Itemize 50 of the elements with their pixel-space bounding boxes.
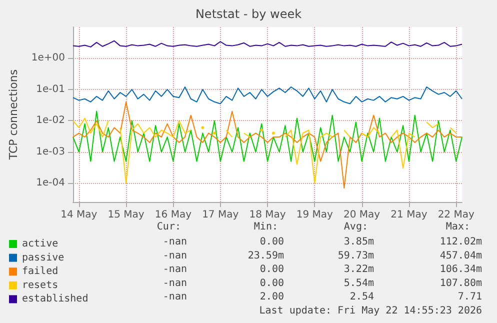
text: -nan — [162, 236, 187, 248]
line-series — [72, 101, 462, 189]
x-tick-label: 19 May — [296, 210, 334, 220]
text: -nan — [162, 278, 187, 289]
text: 0.00 — [260, 278, 284, 289]
text: 0.00 — [260, 264, 284, 276]
text: 3.22m — [344, 264, 374, 276]
x-tick-label: 15 May — [108, 210, 144, 220]
text: Last update: Fri May 22 14:55:23 2026 — [259, 306, 482, 316]
text: 457.04m — [440, 250, 482, 262]
x-tick-label: 18 May — [249, 210, 286, 220]
text: 106.34m — [440, 264, 482, 276]
y-tick-label: 1e+00 — [31, 52, 65, 64]
legend-label: failed — [22, 266, 58, 278]
text: -nan — [162, 292, 187, 303]
text: Avg: — [344, 222, 368, 232]
text: -nan — [162, 250, 187, 262]
legend-label: resets — [22, 280, 58, 291]
text: 5.54m — [344, 278, 374, 289]
text: 107.80m — [440, 278, 482, 289]
text: 0.00 — [260, 236, 284, 248]
text: Cur: — [156, 222, 181, 232]
text: 2.54 — [350, 292, 374, 303]
line-series — [72, 86, 462, 104]
line-series — [72, 40, 462, 48]
text: 7.71 — [458, 292, 482, 303]
text: 112.02m — [440, 236, 482, 248]
chart-title: Netstat - by week — [195, 7, 302, 21]
x-tick-label: 20 May — [344, 210, 380, 220]
text: Min: — [254, 222, 278, 232]
text: 2.00 — [260, 292, 284, 303]
text: 59.73m — [338, 250, 374, 262]
text: -nan — [162, 264, 187, 276]
text: Max: — [446, 222, 470, 232]
text: 23.59m — [248, 250, 284, 262]
legend-label: active — [22, 238, 58, 250]
y-tick-label: 1e-04 — [36, 178, 65, 189]
text: 3.85m — [344, 236, 374, 248]
y-tick-label: 1e-01 — [36, 84, 65, 95]
legend-label: passive — [22, 252, 64, 264]
x-tick-label: 14 May — [60, 210, 98, 220]
legend-label: established — [22, 294, 88, 305]
x-tick-label: 16 May — [154, 210, 192, 220]
x-tick-label: 17 May — [202, 210, 239, 220]
x-tick-label: 22 May — [438, 210, 474, 220]
x-tick-label: 21 May — [390, 210, 428, 220]
line-series — [72, 110, 462, 162]
y-tick-label: 1e-02 — [36, 115, 65, 126]
y-tick-label: 1e-03 — [36, 146, 65, 158]
y-axis-title: TCP connections — [7, 69, 20, 161]
